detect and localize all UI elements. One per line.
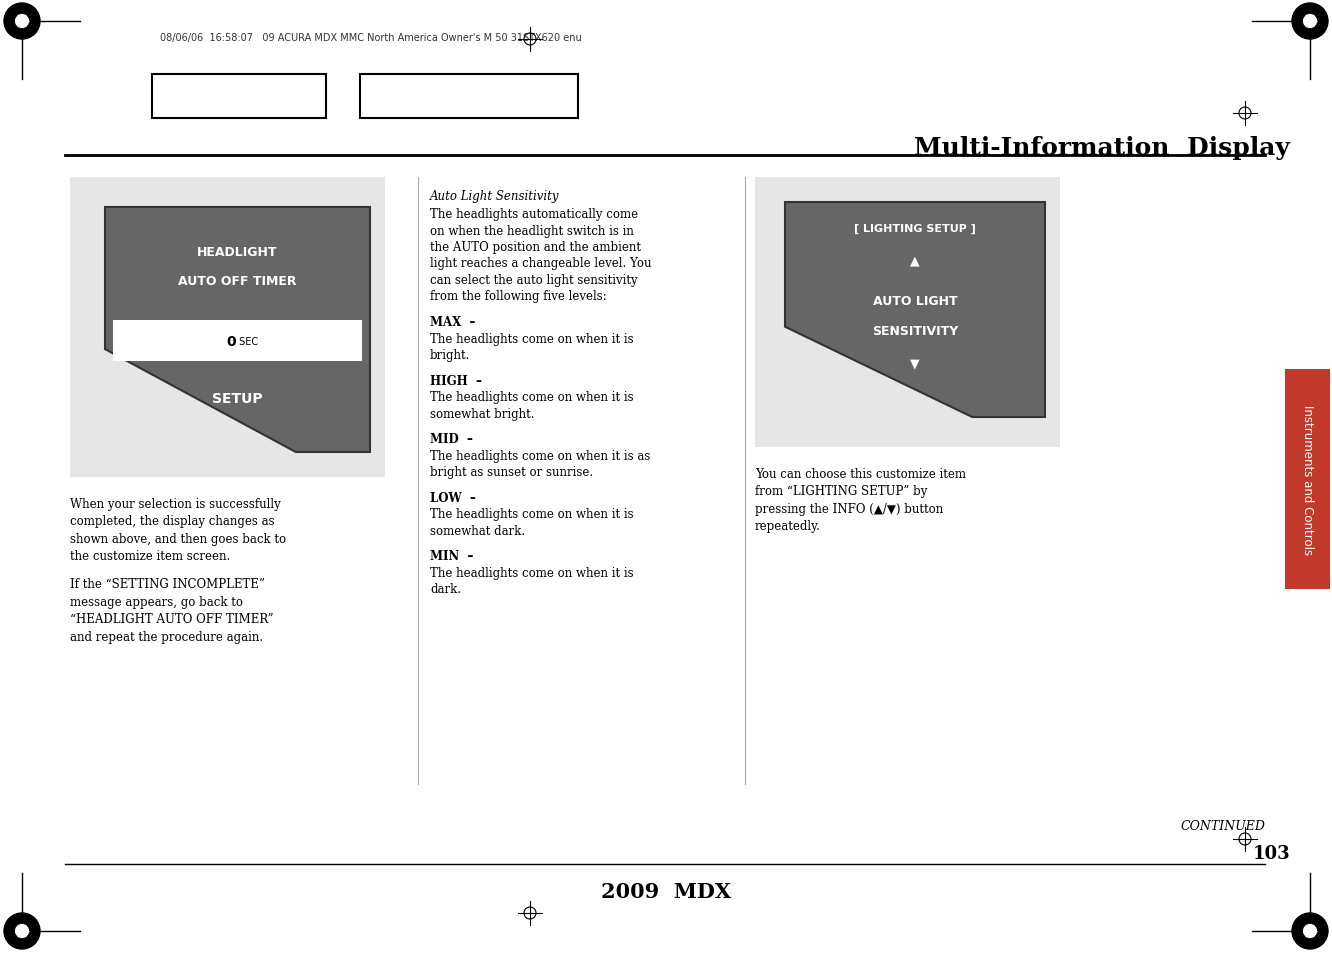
Text: Instruments and Controls: Instruments and Controls [1300, 404, 1313, 555]
Text: 0: 0 [226, 335, 236, 348]
Text: and repeat the procedure again.: and repeat the procedure again. [71, 630, 264, 643]
Text: The headlights come on when it is: The headlights come on when it is [430, 333, 634, 345]
Text: The headlights come on when it is: The headlights come on when it is [430, 508, 634, 520]
Text: LOW  –: LOW – [430, 492, 476, 504]
Text: “HEADLIGHT AUTO OFF TIMER”: “HEADLIGHT AUTO OFF TIMER” [71, 613, 273, 626]
Text: SEC: SEC [237, 336, 258, 346]
Circle shape [16, 924, 28, 938]
Circle shape [4, 913, 40, 949]
Text: 2009  MDX: 2009 MDX [601, 882, 731, 901]
Text: Auto Light Sensitivity: Auto Light Sensitivity [430, 190, 559, 203]
Text: The headlights come on when it is: The headlights come on when it is [430, 566, 634, 579]
Text: message appears, go back to: message appears, go back to [71, 596, 242, 608]
Bar [755, 178, 1060, 448]
Text: light reaches a changeable level. You: light reaches a changeable level. You [430, 257, 651, 271]
Text: bright.: bright. [430, 349, 470, 362]
Text: CONTINUED: CONTINUED [1180, 820, 1265, 832]
Text: pressing the INFO (▲/▼) button: pressing the INFO (▲/▼) button [755, 502, 943, 516]
Circle shape [1304, 15, 1316, 29]
Text: the AUTO position and the ambient: the AUTO position and the ambient [430, 241, 641, 253]
Text: 103: 103 [1252, 844, 1289, 862]
Text: AUTO OFF TIMER: AUTO OFF TIMER [178, 274, 297, 288]
Text: ▼: ▼ [910, 357, 920, 371]
Text: the customize item screen.: the customize item screen. [71, 550, 230, 563]
Text: [ LIGHTING SETUP ]: [ LIGHTING SETUP ] [854, 223, 976, 233]
Bar [113, 320, 362, 362]
Text: If the “SETTING INCOMPLETE”: If the “SETTING INCOMPLETE” [71, 578, 265, 591]
Text: on when the headlight switch is in: on when the headlight switch is in [430, 224, 634, 237]
Text: from “LIGHTING SETUP” by: from “LIGHTING SETUP” by [755, 485, 927, 498]
Polygon shape [105, 208, 370, 453]
Bar [71, 178, 385, 477]
Text: shown above, and then goes back to: shown above, and then goes back to [71, 533, 286, 545]
Text: MID  –: MID – [430, 433, 473, 446]
Circle shape [16, 15, 28, 29]
Text: AUTO LIGHT: AUTO LIGHT [872, 295, 958, 308]
Text: somewhat dark.: somewhat dark. [430, 524, 525, 537]
Text: from the following five levels:: from the following five levels: [430, 291, 607, 303]
Bar [1285, 370, 1329, 589]
Circle shape [1304, 924, 1316, 938]
Text: bright as sunset or sunrise.: bright as sunset or sunrise. [430, 466, 593, 478]
Text: ▲: ▲ [910, 254, 920, 267]
Text: repeatedly.: repeatedly. [755, 520, 821, 533]
Text: SETUP: SETUP [212, 392, 262, 406]
Text: MIN  –: MIN – [430, 550, 473, 563]
Polygon shape [785, 203, 1046, 417]
Text: completed, the display changes as: completed, the display changes as [71, 515, 274, 528]
Text: 08/06/06  16:58:07   09 ACURA MDX MMC North America Owner's M 50 31STX620 enu: 08/06/06 16:58:07 09 ACURA MDX MMC North… [160, 33, 582, 43]
Text: The headlights come on when it is: The headlights come on when it is [430, 391, 634, 404]
Text: HEADLIGHT: HEADLIGHT [197, 245, 278, 258]
Text: You can choose this customize item: You can choose this customize item [755, 468, 966, 480]
Text: Multi-Information  Display: Multi-Information Display [914, 136, 1289, 160]
Circle shape [1292, 913, 1328, 949]
Bar [360, 75, 578, 119]
Text: The headlights automatically come: The headlights automatically come [430, 208, 638, 221]
Bar [152, 75, 326, 119]
Text: can select the auto light sensitivity: can select the auto light sensitivity [430, 274, 638, 287]
Text: HIGH  –: HIGH – [430, 375, 482, 387]
Text: The headlights come on when it is as: The headlights come on when it is as [430, 449, 650, 462]
Text: dark.: dark. [430, 583, 461, 596]
Circle shape [1292, 4, 1328, 40]
Text: MAX  –: MAX – [430, 315, 476, 329]
Text: somewhat bright.: somewhat bright. [430, 407, 534, 420]
Text: SENSITIVITY: SENSITIVITY [872, 325, 958, 338]
Circle shape [4, 4, 40, 40]
Text: When your selection is successfully: When your selection is successfully [71, 497, 281, 511]
